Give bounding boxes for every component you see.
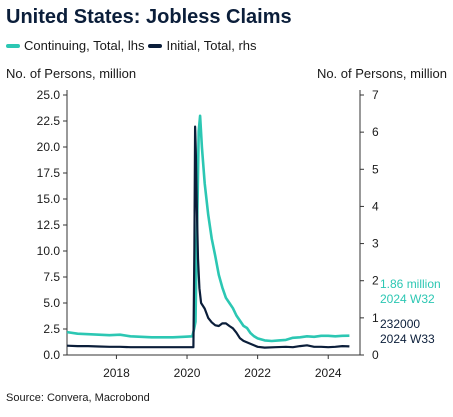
series-line-continuing (66, 114, 350, 343)
series-line-initial (66, 125, 350, 349)
left-tick-label: 10.0 (37, 244, 61, 258)
left-axis-title: No. of Persons, million (6, 66, 136, 81)
right-tick-label: 7 (372, 88, 379, 102)
left-tick-label: 25.0 (37, 88, 61, 102)
right-tick-label: 5 (372, 162, 379, 176)
legend-swatch-initial (148, 43, 163, 48)
left-tick-label: 22.5 (37, 114, 61, 128)
left-tick-label: 7.5 (43, 270, 60, 284)
x-tick-label: 2020 (174, 366, 201, 380)
left-tick-label: 0.0 (43, 348, 60, 362)
right-axis-title: No. of Persons, million (317, 66, 447, 81)
right-tick-label: 2 (372, 274, 379, 288)
chart-title: United States: Jobless Claims (6, 6, 292, 28)
annotation-continuing: 1.86 million (380, 277, 441, 291)
annotation-initial: 2024 W33 (380, 332, 435, 346)
annotation-initial: 232000 (380, 317, 420, 331)
left-tick-label: 5.0 (43, 296, 60, 310)
right-tick-label: 3 (372, 237, 379, 251)
legend-item-initial: Initial, Total, rhs (148, 38, 257, 53)
source-note: Source: Convera, Macrobond (6, 392, 150, 404)
left-tick-label: 17.5 (37, 166, 61, 180)
x-tick-label: 2018 (103, 366, 130, 380)
x-tick-label: 2024 (315, 366, 342, 380)
annotation-continuing: 2024 W32 (380, 292, 435, 306)
right-tick-label: 1 (372, 311, 379, 325)
left-tick-label: 20.0 (37, 140, 61, 154)
left-tick-label: 15.0 (37, 192, 61, 206)
legend-label-continuing: Continuing, Total, lhs (24, 38, 145, 53)
legend: Continuing, Total, lhs Initial, Total, r… (6, 38, 261, 53)
right-tick-label: 0 (372, 348, 379, 362)
right-tick-label: 6 (372, 125, 379, 139)
x-tick-label: 2022 (244, 366, 271, 380)
left-tick-label: 2.5 (43, 322, 60, 336)
legend-swatch-continuing (6, 43, 20, 48)
legend-item-continuing: Continuing, Total, lhs (6, 38, 144, 53)
left-tick-label: 12.5 (37, 218, 61, 232)
legend-label-initial: Initial, Total, rhs (166, 38, 257, 53)
right-tick-label: 4 (372, 199, 379, 213)
